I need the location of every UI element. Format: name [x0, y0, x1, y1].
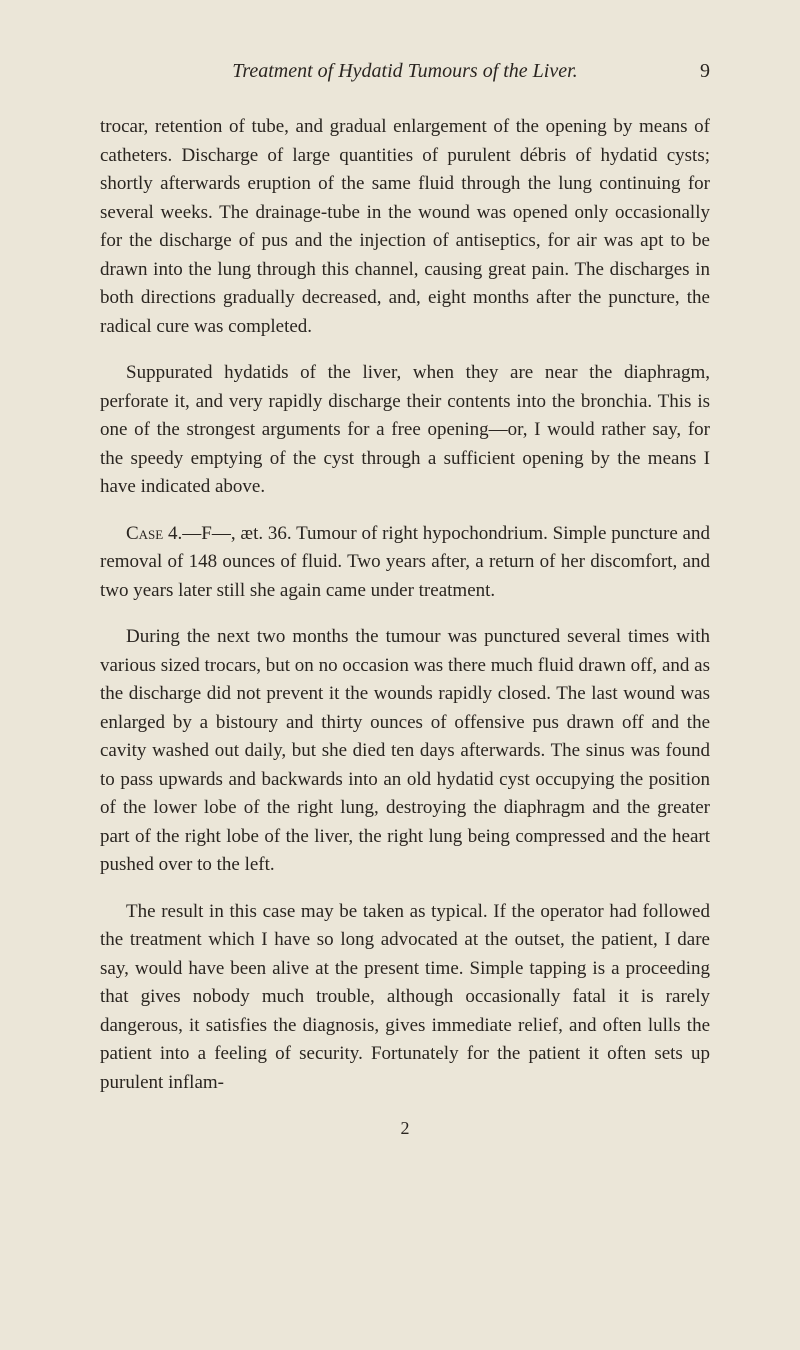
paragraph-5: The result in this case may be taken as …	[100, 898, 710, 1098]
paragraph-3-body: 4.—F—, æt. 36. Tumour of right hypochond…	[100, 523, 710, 601]
paragraph-2: Suppurated hydatids of the liver, when t…	[100, 359, 710, 502]
signature-mark: 2	[100, 1115, 710, 1142]
running-title: Treatment of Hydatid Tumours of the Live…	[130, 60, 680, 83]
body-content: trocar, retention of tube, and gradual e…	[100, 113, 710, 1142]
page-number: 9	[680, 60, 710, 83]
page-header: Treatment of Hydatid Tumours of the Live…	[100, 60, 710, 83]
case-label: Case	[126, 523, 163, 544]
paragraph-4: During the next two months the tumour wa…	[100, 623, 710, 880]
paragraph-1: trocar, retention of tube, and gradual e…	[100, 113, 710, 341]
paragraph-3: Case 4.—F—, æt. 36. Tumour of right hypo…	[100, 520, 710, 606]
